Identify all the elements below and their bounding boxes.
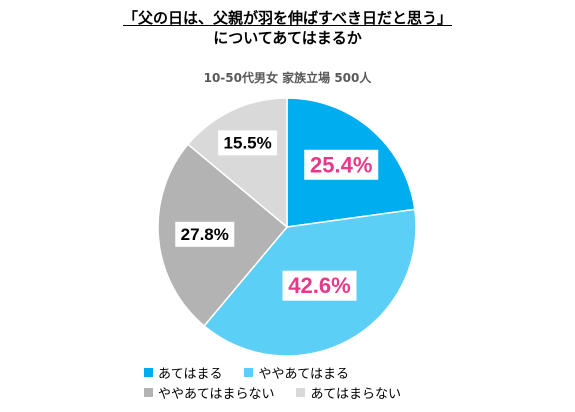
- legend-item-yaya-atehamaru: ややあてはまる: [244, 363, 349, 382]
- legend-label-yaya-atehamaranai: ややあてはまらない: [158, 386, 275, 402]
- pie-label-text-atehamaru: 25.4%: [310, 152, 372, 177]
- pie-label-text-atehamaranai: 15.5%: [224, 133, 272, 152]
- pie-label-text-yaya-atehamaranai: 27.8%: [181, 225, 229, 244]
- pie-label-bg-yaya-atehamaranai: [175, 221, 235, 247]
- pie-label-yaya-atehamaru: 42.6%: [282, 270, 357, 301]
- pie-label-bg-yaya-atehamaru: [282, 270, 357, 301]
- pie-slice-atehamaranai: [186, 97, 288, 229]
- legend-swatch-atehamaru: [144, 367, 153, 377]
- legend-item-yaya-atehamaranai: ややあてはまらない: [144, 383, 274, 402]
- legend-swatch-yaya-atehamaranai: [144, 387, 153, 397]
- pie-label-bg-atehamaranai: [218, 130, 278, 156]
- pie-label-text-yaya-atehamaru: 42.6%: [288, 273, 350, 298]
- legend-label-atehamaranai: あてはまらない: [310, 386, 401, 402]
- chart-title: 「父の日は、父親が羽を伸ばすべき日だと思う」 についてあてはまるか: [0, 8, 575, 48]
- chart-legend: あてはまる ややあてはまる ややあてはまらない あてはまらない: [144, 362, 564, 402]
- pie-label-yaya-atehamaranai: 27.8%: [175, 221, 235, 247]
- legend-swatch-atehamaranai: [296, 387, 306, 397]
- legend-label-yaya-atehamaru: ややあてはまる: [258, 366, 349, 382]
- pie-label-atehamaranai: 15.5%: [218, 130, 278, 156]
- legend-item-atehamaranai: あてはまらない: [296, 383, 401, 402]
- pie-label-bg-atehamaru: [304, 149, 379, 180]
- legend-swatch-yaya-atehamaru: [244, 367, 254, 377]
- chart-title-line-1: 「父の日は、父親が羽を伸ばすべき日だと思う」: [123, 9, 452, 27]
- legend-label-atehamaru: あてはまる: [158, 366, 223, 382]
- pie-label-atehamaru: 25.4%: [304, 149, 379, 180]
- pie-slice-labels: 25.4% 42.6% 27.8% 15.5%: [175, 130, 379, 301]
- legend-item-atehamaru: あてはまる: [144, 363, 222, 382]
- legend-row-2: ややあてはまらない あてはまらない: [144, 382, 564, 402]
- legend-row-1: あてはまる ややあてはまる: [144, 362, 564, 382]
- chart-title-line-2: についてあてはまるか: [213, 29, 362, 47]
- chart-subtitle: 10-50代男女 家族立場 500人: [203, 71, 372, 85]
